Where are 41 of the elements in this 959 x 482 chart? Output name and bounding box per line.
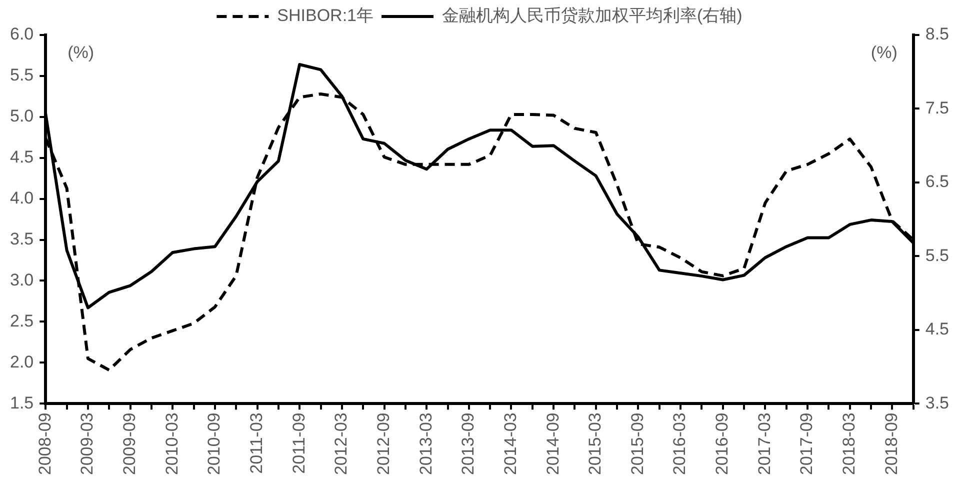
y-axis-title: (%) xyxy=(68,43,94,62)
y2-tick-label: 6.5 xyxy=(925,172,950,192)
y-tick-label: 3.5 xyxy=(10,229,34,248)
legend-label: 金融机构人民币贷款加权平均利率(右轴) xyxy=(442,6,742,26)
y2-tick-label: 3.5 xyxy=(925,393,950,412)
x-tick-label: 2014-03 xyxy=(500,412,520,475)
y-tick-label: 2.0 xyxy=(10,352,34,372)
y2-axis-title: (%) xyxy=(870,43,898,62)
y2-tick-label: 5.5 xyxy=(925,246,950,265)
x-tick-label: 2011-09 xyxy=(289,412,308,474)
x-tick-label: 2015-09 xyxy=(628,412,647,475)
y-tick-label: 5.5 xyxy=(10,66,34,85)
x-tick-label: 2009-03 xyxy=(78,412,97,475)
x-tick-label: 2009-09 xyxy=(120,412,139,475)
x-tick-label: 2017-09 xyxy=(797,412,816,475)
x-tick-label: 2018-03 xyxy=(840,412,859,475)
x-tick-label: 2010-03 xyxy=(162,412,182,475)
x-tick-label: 2008-09 xyxy=(35,412,54,475)
x-tick-label: 2012-03 xyxy=(332,412,351,475)
y2-tick-label: 8.5 xyxy=(925,24,950,44)
x-tick-label: 2010-09 xyxy=(204,412,224,475)
y-tick-label: 3.0 xyxy=(10,270,34,290)
y-tick-label: 2.5 xyxy=(10,311,34,330)
x-tick-label: 2012-09 xyxy=(374,412,393,475)
x-tick-label: 2016-09 xyxy=(712,412,732,475)
y-tick-label: 1.5 xyxy=(10,393,34,412)
x-tick-label: 2014-09 xyxy=(543,412,562,475)
y-tick-label: 4.5 xyxy=(10,148,34,167)
y-tick-label: 4.0 xyxy=(10,188,34,208)
x-tick-label: 2017-03 xyxy=(754,412,774,475)
y-tick-label: 6.0 xyxy=(10,24,34,44)
x-tick-label: 2011-03 xyxy=(246,412,266,474)
x-tick-label: 2013-09 xyxy=(458,412,478,475)
x-tick-label: 2016-03 xyxy=(670,412,690,475)
y2-tick-label: 4.5 xyxy=(925,320,950,339)
legend-label: SHIBOR:1年 xyxy=(277,6,374,26)
x-tick-label: 2015-03 xyxy=(586,412,605,475)
y2-tick-label: 7.5 xyxy=(925,98,950,118)
x-tick-label: 2013-03 xyxy=(416,412,436,475)
x-tick-label: 2018-09 xyxy=(882,412,901,475)
y-tick-label: 5.0 xyxy=(10,106,34,126)
